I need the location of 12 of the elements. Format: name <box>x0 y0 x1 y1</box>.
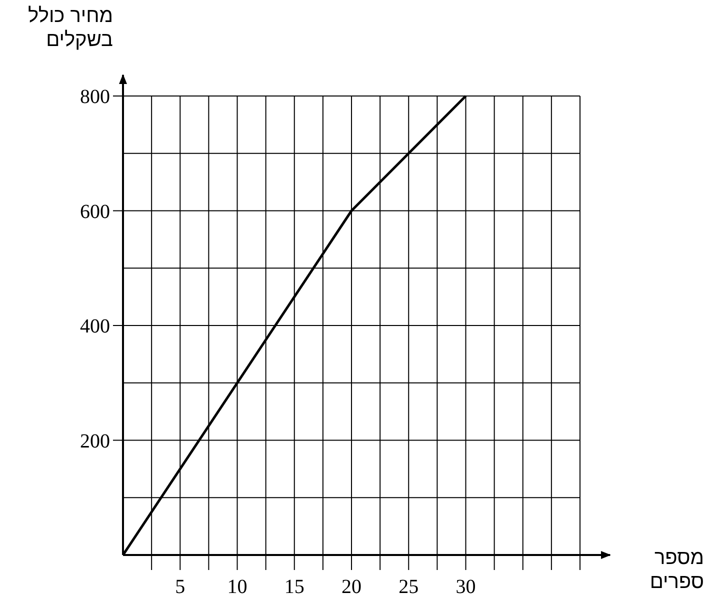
y-tick-label: 800 <box>80 86 110 108</box>
x-tick-label: 15 <box>284 576 304 598</box>
x-tick-label: 10 <box>227 576 248 598</box>
y-tick-label: 400 <box>80 316 110 338</box>
x-tick-label: 5 <box>175 576 186 598</box>
x-tick-label: 25 <box>398 576 419 598</box>
y-axis-title: מחיר כולל בשקלים <box>26 4 113 52</box>
y-tick-label: 200 <box>80 430 110 452</box>
x-axis-title: מספר ספרים <box>648 546 704 594</box>
y-tick-label: 600 <box>80 200 110 223</box>
x-tick-label: 20 <box>342 576 362 598</box>
x-tick-label: 30 <box>456 576 476 598</box>
